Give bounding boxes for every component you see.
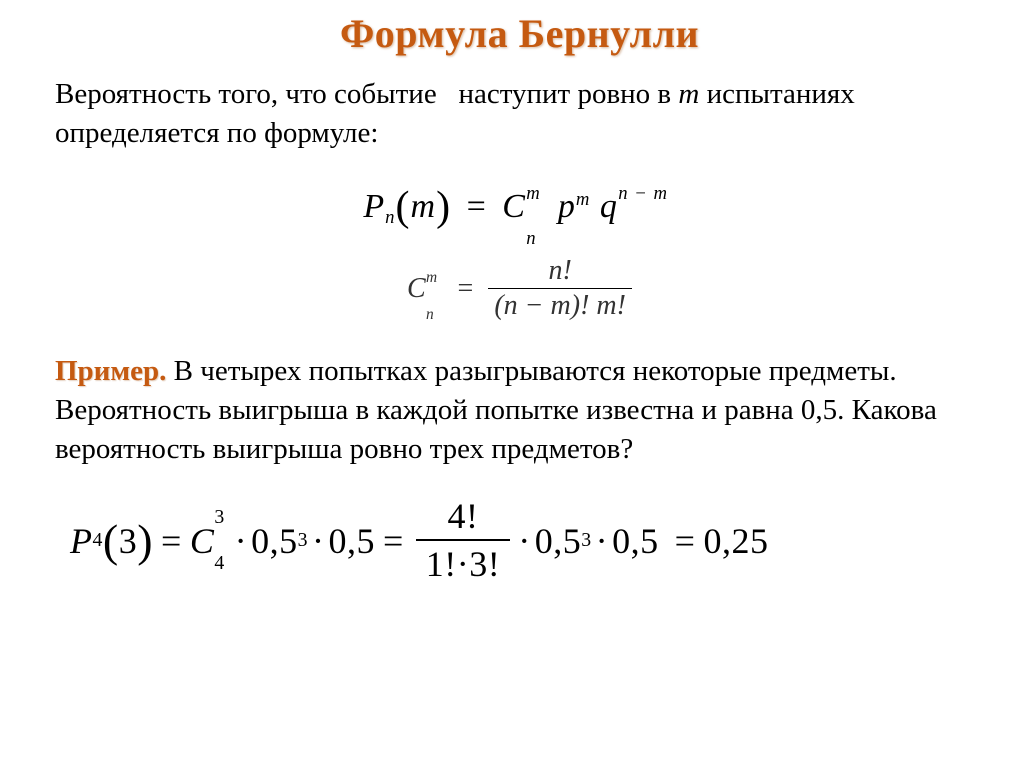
- sol-v4: 0,5: [612, 520, 659, 562]
- var-q: q: [600, 188, 618, 225]
- var-P: P: [363, 188, 385, 225]
- sol-v2: 0,5: [328, 520, 375, 562]
- C-sub-n: n: [526, 228, 536, 250]
- combi-C: Cmn: [407, 273, 449, 304]
- combi-eq: =: [458, 273, 474, 304]
- sol-dot4: ·: [596, 520, 609, 562]
- example-body: В четырех попытках разыгрываются некотор…: [55, 355, 937, 465]
- bernoulli-formula: Pn(m) = Cmn pm qn − m: [363, 188, 675, 225]
- main-formula-block: Pn(m) = Cmn pm qn − m: [55, 183, 984, 231]
- sol-frac-num: 4!: [416, 497, 510, 541]
- intro-paragraph: Вероятность того, что событие наступит р…: [55, 75, 984, 153]
- var-C: C: [502, 188, 526, 225]
- example-label: Пример.: [55, 355, 166, 387]
- sol-v1: 0,5: [251, 520, 298, 562]
- combi-sub: n: [426, 306, 434, 324]
- combi-sup: m: [426, 269, 437, 287]
- sol-fraction: 4! 1!·3!: [416, 497, 510, 584]
- combi-C-letter: C: [407, 273, 426, 304]
- document-page: Формула Бернулли Вероятность того, что с…: [0, 0, 1024, 604]
- arg-m: m: [411, 188, 437, 225]
- sol-result: 0,25: [703, 520, 768, 562]
- page-title: Формула Бернулли: [55, 10, 984, 57]
- var-p: p: [558, 188, 576, 225]
- lparen: (: [396, 184, 411, 230]
- sol-frac-den: 1!·3!: [416, 541, 510, 585]
- sub-n: n: [385, 207, 395, 228]
- rparen: ): [436, 184, 451, 230]
- sol-dot3: ·: [518, 520, 531, 562]
- combi-den: (n − m)! m!: [488, 289, 632, 322]
- solution-formula: P4(3) = C34 · 0,53 · 0,5 = 4! 1!·3! · 0,…: [55, 497, 984, 584]
- sol-eq2: =: [383, 520, 404, 562]
- sol-P-sub: 4: [93, 529, 103, 552]
- sol-eq3: =: [675, 520, 696, 562]
- sol-C-sup: 3: [214, 506, 224, 529]
- sol-dot2: ·: [312, 520, 325, 562]
- sol-rparen: ): [137, 514, 153, 567]
- sol-P: P: [70, 520, 93, 562]
- sol-C-sub: 4: [214, 552, 224, 575]
- combi-num: n!: [488, 256, 632, 289]
- combi-fraction: n! (n − m)! m!: [488, 256, 632, 322]
- intro-variable-m: m: [678, 78, 699, 110]
- p-sup-m: m: [576, 189, 591, 210]
- example-paragraph: Пример. В четырех попытках разыгрываются…: [55, 352, 984, 469]
- combination-formula: Cmn = n! (n − m)! m!: [55, 256, 984, 322]
- intro-text-1: Вероятность того, что событие наступит р…: [55, 78, 678, 110]
- sol-arg: 3: [119, 520, 138, 562]
- sol-v3: 0,5: [535, 520, 582, 562]
- sol-v3-sup: 3: [581, 529, 591, 552]
- sol-lparen: (: [103, 514, 119, 567]
- eq-sign: =: [467, 188, 487, 225]
- q-sup-nm: n − m: [618, 183, 668, 205]
- sol-dot1: ·: [235, 520, 248, 562]
- C-sup-m: m: [526, 183, 541, 205]
- sol-v1-sup: 3: [298, 529, 308, 552]
- sol-eq1: =: [161, 520, 182, 562]
- sol-C: C: [190, 520, 215, 562]
